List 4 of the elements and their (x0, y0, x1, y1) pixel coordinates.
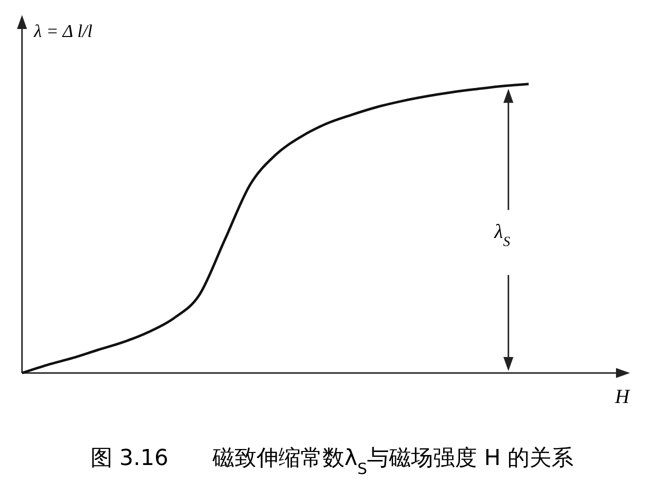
annotation: λ$_{S}$ (493, 221, 510, 250)
x-axis-title: H (614, 386, 631, 408)
text: 图 3.16 磁致伸缩常数λ$_{S}$与磁场强度 H 的关系 (90, 446, 574, 478)
y-axis-title: λ = Δ l/l (33, 21, 92, 41)
